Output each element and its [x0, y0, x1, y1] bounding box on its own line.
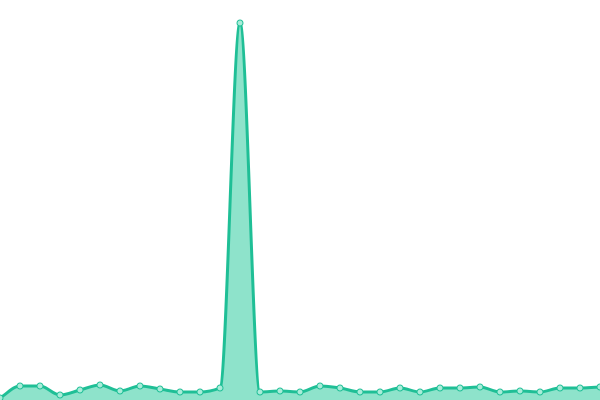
data-point	[356, 388, 364, 396]
data-point	[316, 382, 324, 390]
data-point	[76, 386, 84, 394]
data-point	[296, 388, 304, 396]
data-point	[416, 388, 424, 396]
data-point	[56, 391, 64, 399]
data-point	[196, 388, 204, 396]
data-point	[476, 383, 484, 391]
data-point	[456, 384, 464, 392]
data-point	[496, 388, 504, 396]
data-point	[396, 384, 404, 392]
data-point	[516, 387, 524, 395]
data-point	[576, 384, 584, 392]
data-point	[556, 384, 564, 392]
area-line	[0, 21, 600, 400]
data-point	[436, 384, 444, 392]
data-point	[276, 387, 284, 395]
area-fill	[0, 23, 600, 400]
data-point	[336, 384, 344, 392]
data-point	[116, 387, 124, 395]
data-point	[136, 382, 144, 390]
data-point	[36, 382, 44, 390]
data-point	[256, 388, 264, 396]
data-point	[236, 19, 244, 27]
data-point	[16, 382, 24, 390]
data-point	[176, 388, 184, 396]
data-point	[376, 388, 384, 396]
data-point	[156, 385, 164, 393]
data-point	[0, 394, 4, 400]
data-point	[536, 388, 544, 396]
data-point	[596, 383, 600, 391]
data-point	[216, 384, 224, 392]
data-point	[96, 381, 104, 389]
